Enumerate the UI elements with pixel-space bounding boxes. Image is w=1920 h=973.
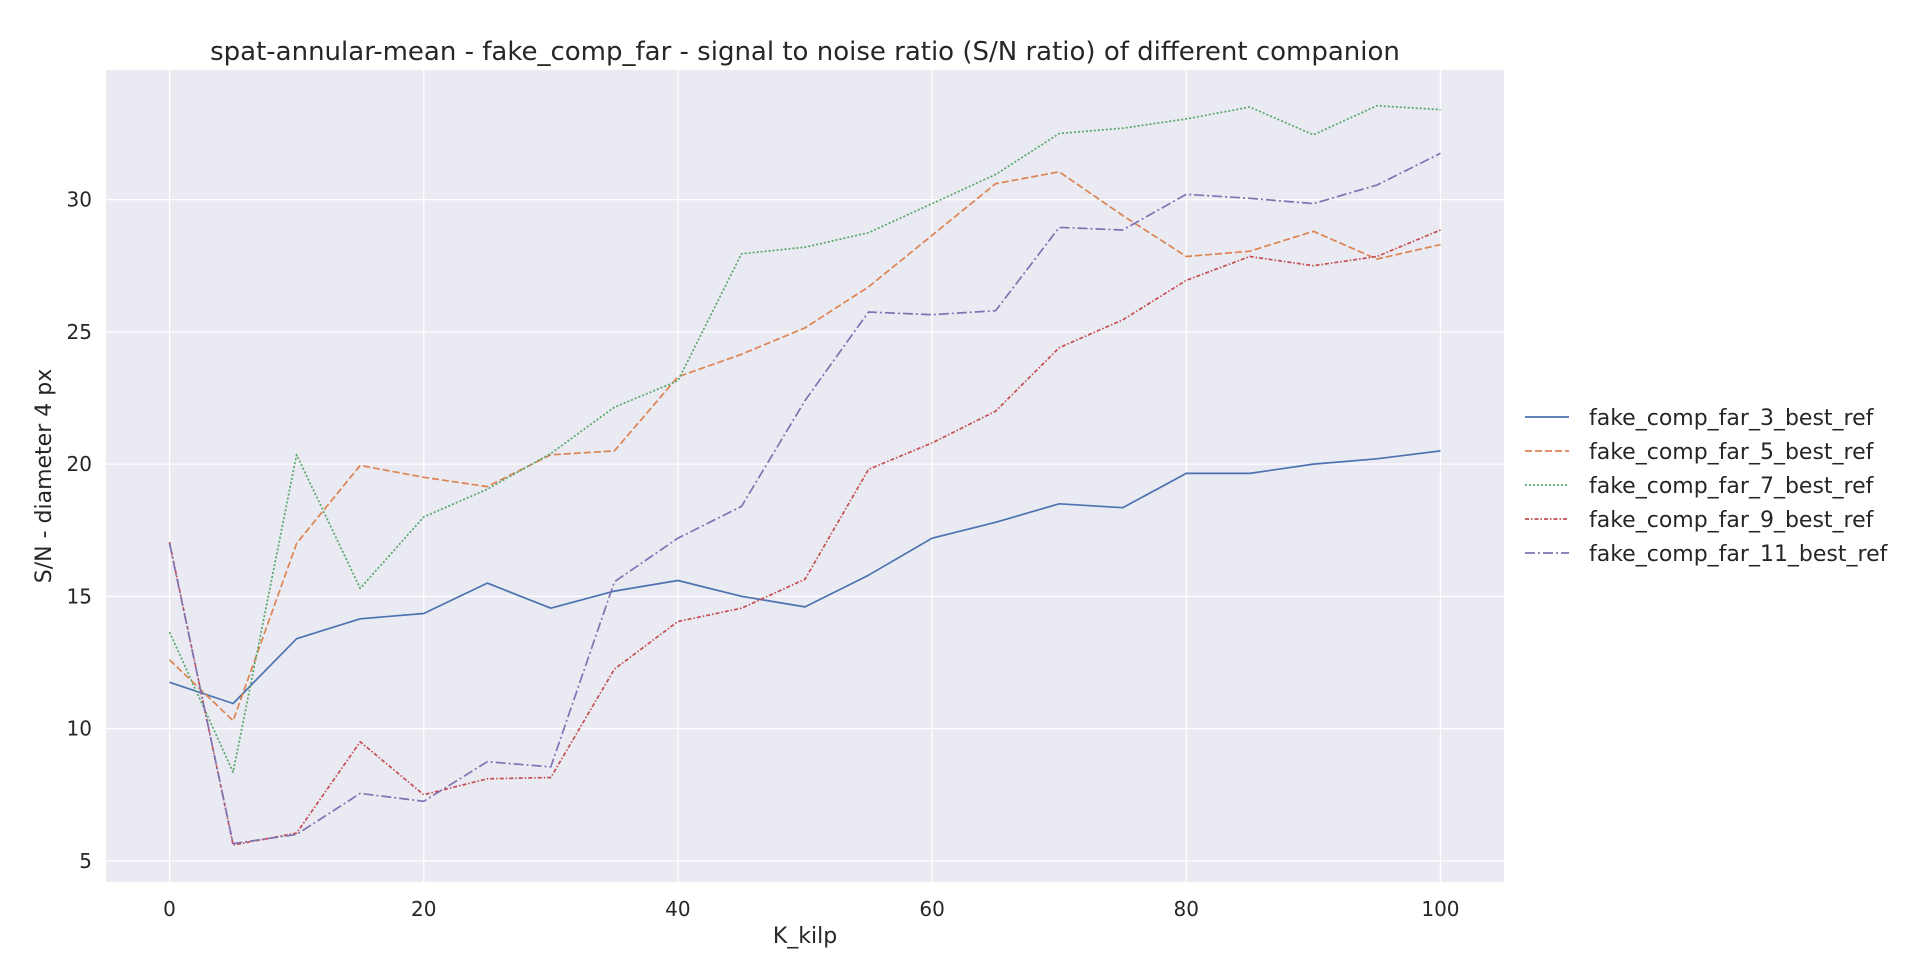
legend-label: fake_comp_far_7_best_ref bbox=[1589, 474, 1875, 499]
y-tick-label: 30 bbox=[67, 188, 92, 212]
legend-label: fake_comp_far_9_best_ref bbox=[1589, 508, 1875, 533]
x-tick-label: 80 bbox=[1174, 897, 1199, 921]
x-tick-label: 60 bbox=[919, 897, 944, 921]
x-tick-label: 100 bbox=[1421, 897, 1459, 921]
x-tick-label: 0 bbox=[163, 897, 176, 921]
series-line-4 bbox=[168, 229, 1441, 846]
grid bbox=[106, 70, 1504, 882]
x-tick-label: 40 bbox=[665, 897, 690, 921]
series-line-1 bbox=[169, 450, 1441, 705]
legend-label: fake_comp_far_11_best_ref bbox=[1589, 542, 1889, 567]
series-lines bbox=[168, 104, 1441, 846]
tick-labels: 0 20 40 60 80 100 5 10 15 20 25 30 bbox=[67, 188, 1460, 921]
series-line-3 bbox=[168, 104, 1441, 774]
x-tick-label: 20 bbox=[411, 897, 436, 921]
chart-title: spat-annular-mean - fake_comp_far - sign… bbox=[210, 37, 1400, 67]
y-tick-label: 15 bbox=[67, 584, 92, 608]
y-axis-label: S/N - diameter 4 px bbox=[32, 369, 57, 583]
legend: fake_comp_far_3_best_ref fake_comp_far_5_… bbox=[1525, 406, 1889, 567]
legend-label: fake_comp_far_3_best_ref bbox=[1589, 406, 1875, 431]
y-tick-label: 10 bbox=[67, 717, 92, 741]
y-tick-label: 25 bbox=[67, 320, 92, 344]
y-tick-label: 20 bbox=[67, 452, 92, 476]
x-axis-label: K_kilp bbox=[773, 924, 837, 949]
plot-background bbox=[106, 70, 1504, 882]
y-tick-label: 5 bbox=[79, 849, 92, 873]
legend-label: fake_comp_far_5_best_ref bbox=[1589, 440, 1875, 465]
series-line-5 bbox=[168, 152, 1441, 845]
series-line-2 bbox=[168, 170, 1441, 722]
